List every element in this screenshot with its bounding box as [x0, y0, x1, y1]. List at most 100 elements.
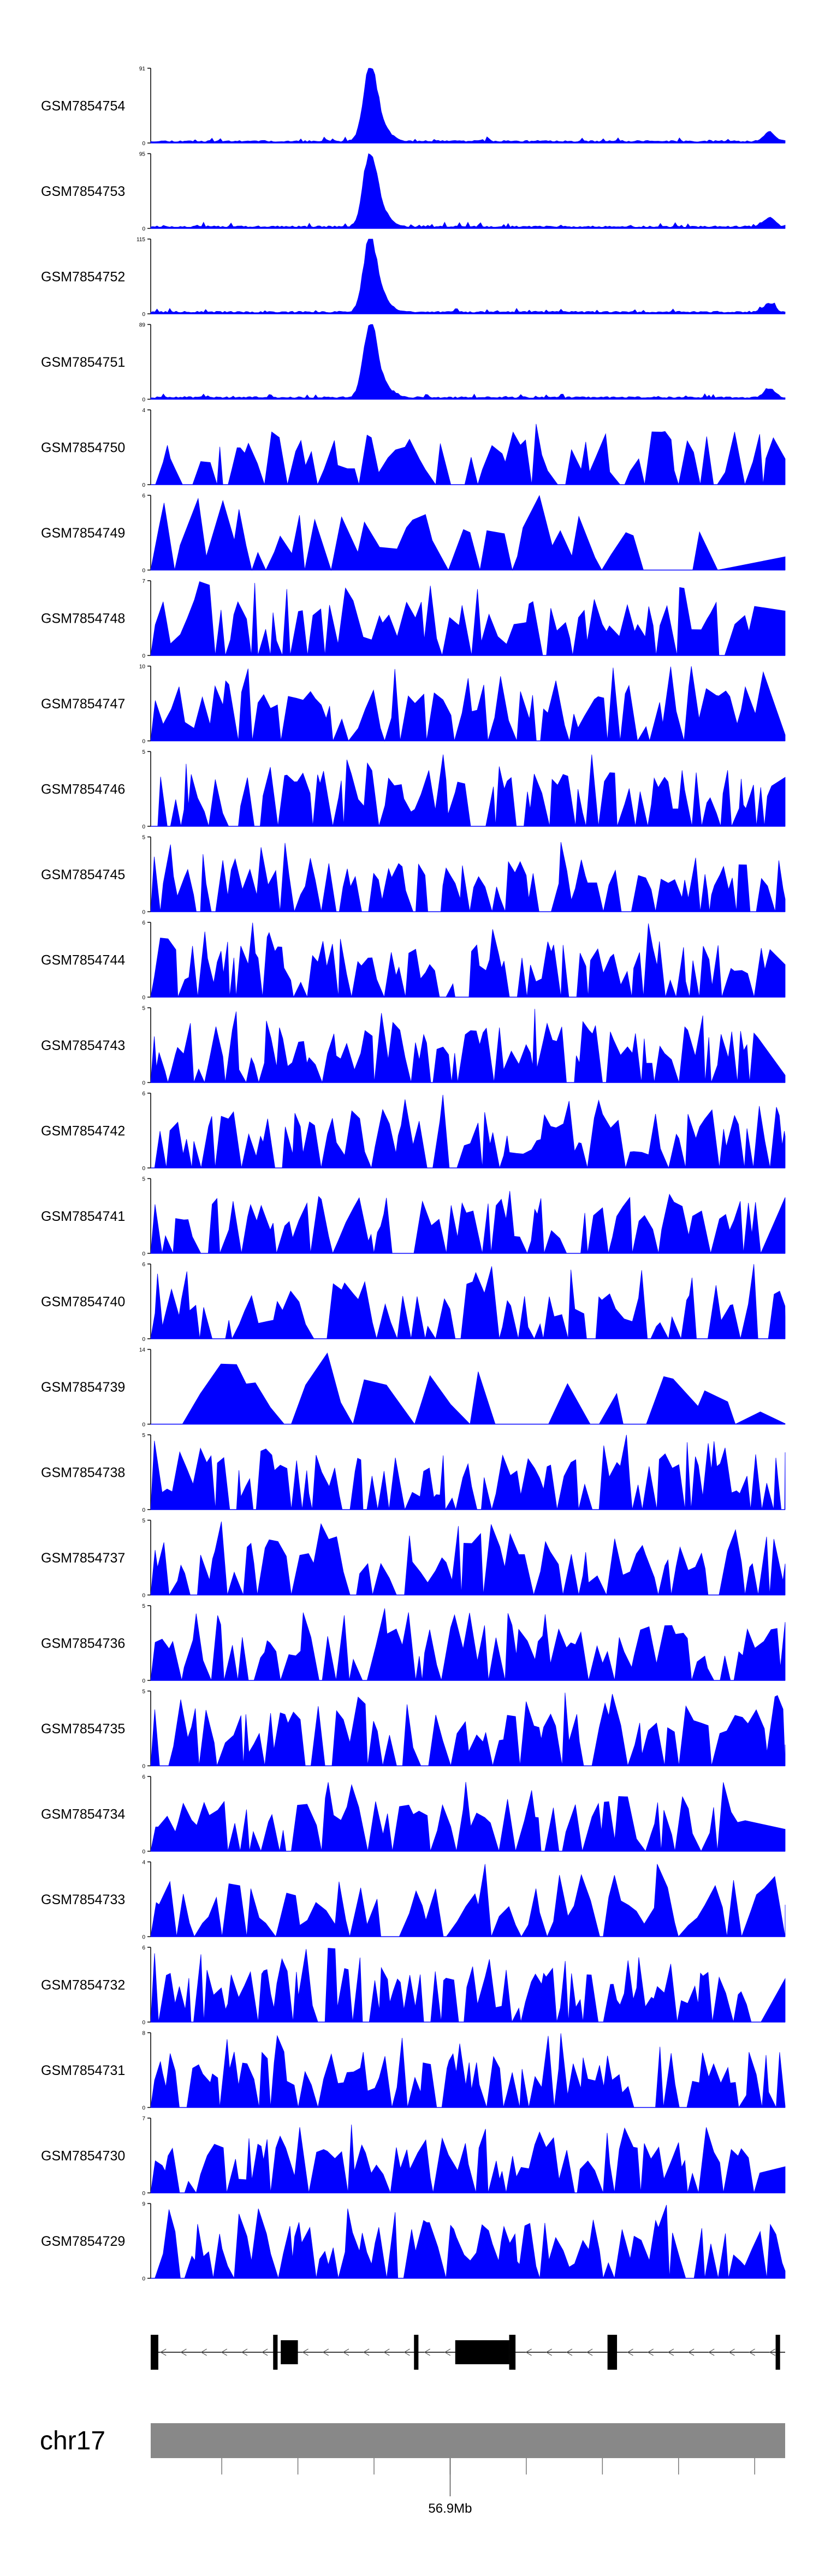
- track-ymin-label: 0: [142, 653, 145, 659]
- track-label: GSM7854753: [41, 184, 125, 199]
- coverage-area: [151, 754, 786, 827]
- strand-arrow: [261, 2348, 268, 2356]
- coverage-track: GSM7854752 115 0: [41, 237, 786, 318]
- track-ymax-label: 4: [142, 1860, 145, 1866]
- strand-arrow: [769, 2348, 776, 2356]
- track-label: GSM7854733: [41, 1892, 125, 1907]
- track-label: GSM7854731: [41, 2063, 125, 2078]
- strand-arrow: [160, 2348, 167, 2356]
- track-ymax-label: 5: [142, 1433, 145, 1439]
- gene-exon: [273, 2335, 278, 2370]
- track-ymin-label: 0: [142, 2020, 145, 2026]
- track-ymin-label: 0: [142, 1166, 145, 1172]
- coverage-track: GSM7854739 14 0: [41, 1347, 786, 1428]
- gene-exon: [414, 2335, 419, 2370]
- track-ymin-label: 0: [142, 910, 145, 916]
- track-ymax-label: 5: [142, 1603, 145, 1609]
- track-label: GSM7854729: [41, 2234, 125, 2249]
- coverage-area: [150, 581, 786, 657]
- track-ymax-label: 115: [136, 237, 145, 243]
- strand-arrow: [545, 2348, 553, 2356]
- track-ymax-label: 89: [139, 323, 146, 329]
- coverage-track: GSM7854751 89 0: [41, 323, 786, 403]
- track-label: GSM7854739: [41, 1380, 125, 1395]
- track-ymin-label: 0: [142, 1764, 145, 1770]
- track-ymax-label: 7: [142, 579, 145, 585]
- coverage-area: [151, 424, 786, 486]
- track-ymax-label: 5: [142, 1177, 145, 1183]
- coverage-track: GSM7854738 5 0: [41, 1433, 786, 1513]
- position-label: 56.9Mb: [428, 2501, 472, 2516]
- track-label: GSM7854732: [41, 1978, 125, 1993]
- track-label: GSM7854747: [41, 696, 125, 712]
- track-ymax-label: 6: [142, 1262, 145, 1268]
- coverage-track: GSM7854731 8 0: [41, 2031, 786, 2112]
- track-ymax-label: 5: [142, 1518, 145, 1524]
- strand-arrow: [363, 2348, 370, 2356]
- track-label: GSM7854743: [41, 1038, 125, 1053]
- strand-arrow: [424, 2348, 430, 2356]
- coverage-track: GSM7854730 7 0: [41, 2116, 786, 2197]
- strand-arrow: [221, 2348, 228, 2356]
- strand-arrow: [342, 2348, 349, 2356]
- track-label: GSM7854752: [41, 270, 125, 285]
- coverage-area: [150, 1264, 786, 1340]
- strand-arrow: [525, 2348, 532, 2356]
- strand-arrow: [586, 2348, 593, 2356]
- coverage-area: [150, 1435, 786, 1511]
- strand-arrow: [241, 2348, 248, 2356]
- coverage-track: GSM7854745 5 0: [41, 835, 786, 916]
- track-ymin-label: 0: [142, 1422, 145, 1428]
- coverage-track: GSM7854735 5 0: [41, 1689, 786, 1770]
- track-ymin-label: 0: [142, 1507, 145, 1513]
- coverage-track: GSM7854749 6 0: [41, 493, 786, 574]
- coverage-area: [150, 1948, 786, 2023]
- chromosome-ideogram: chr17 56.9Mb: [40, 2423, 785, 2516]
- track-label: GSM7854751: [41, 355, 125, 370]
- strand-arrow: [302, 2348, 308, 2356]
- gene-exon: [607, 2335, 618, 2370]
- strand-arrow: [627, 2348, 633, 2356]
- track-ymax-label: 6: [142, 1945, 145, 1951]
- strand-arrow: [444, 2348, 451, 2356]
- coverage-area: [150, 1864, 786, 1937]
- track-ymax-label: 6: [142, 493, 145, 499]
- coverage-area: [150, 1782, 786, 1852]
- track-label: GSM7854748: [41, 611, 125, 627]
- track-ymin-label: 0: [142, 1678, 145, 1684]
- track-label: GSM7854741: [41, 1209, 125, 1224]
- coverage-area: [150, 324, 786, 399]
- gene-annotation-track: [151, 2335, 785, 2370]
- track-ymin-label: 0: [142, 1081, 145, 1087]
- coverage-area: [151, 1352, 786, 1425]
- track-ymin-label: 0: [142, 2276, 145, 2282]
- coverage-area: [150, 666, 786, 742]
- track-ymax-label: 10: [139, 664, 146, 670]
- gene-exon: [509, 2335, 516, 2370]
- track-ymax-label: 14: [139, 1347, 146, 1353]
- track-label: GSM7854744: [41, 953, 125, 968]
- track-ymin-label: 0: [142, 739, 145, 745]
- chromosome-band: [151, 2423, 785, 2458]
- coverage-area: [150, 238, 786, 314]
- track-ymin-label: 0: [142, 397, 145, 403]
- coverage-area: [150, 494, 786, 571]
- coverage-track: GSM7854737 5 0: [41, 1518, 786, 1599]
- coverage-area: [150, 1191, 786, 1255]
- strand-arrow: [708, 2348, 715, 2356]
- strand-arrow: [728, 2348, 735, 2356]
- coverage-track: GSM7854732 6 0: [41, 1945, 786, 2026]
- coverage-area: [150, 1521, 786, 1596]
- coverage-area: [150, 1608, 786, 1681]
- strand-arrow: [383, 2348, 390, 2356]
- track-ymax-label: 6: [142, 920, 145, 926]
- track-ymin-label: 0: [142, 482, 145, 488]
- coverage-track: GSM7854734 6 0: [41, 1774, 786, 1855]
- coverage-track: GSM7854729 9 0: [41, 2202, 786, 2282]
- strand-arrow: [322, 2348, 329, 2356]
- strand-arrow: [647, 2348, 654, 2356]
- coverage-area: [150, 68, 786, 144]
- track-label: GSM7854730: [41, 2149, 125, 2164]
- chromosome-label: chr17: [40, 2426, 105, 2455]
- coverage-track: GSM7854743 5 0: [41, 1006, 786, 1087]
